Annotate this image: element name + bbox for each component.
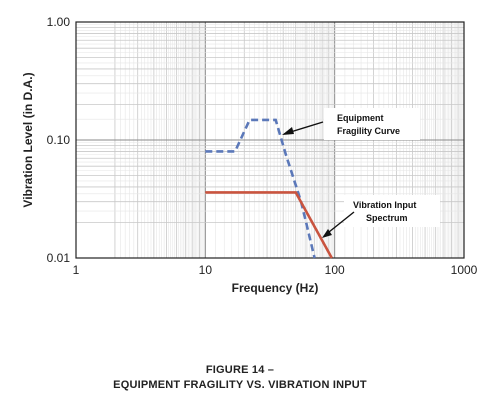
plot-area-border [75, 21, 465, 259]
annotation-spectrum-box [344, 195, 440, 227]
tick-labels: 1 10 100 1000 0.01 0.10 1.00 [47, 15, 478, 277]
figure-number: FIGURE 14 – [205, 364, 275, 376]
x-axis-label: Frequency (Hz) [232, 281, 319, 295]
annotation-fragility-line2: Fragility Curve [337, 126, 400, 136]
annotation-fragility: Equipment Fragility Curve [282, 108, 420, 140]
annotation-fragility-arrowhead [282, 127, 294, 135]
x-tick-label: 10 [199, 263, 213, 277]
annotation-fragility-line1: Equipment [337, 113, 384, 123]
x-tick-label: 1000 [451, 263, 478, 277]
figure-title: EQUIPMENT FRAGILITY VS. VIBRATION INPUT [113, 379, 367, 391]
vibration-spectrum-line [205, 191, 333, 259]
x-tick-label: 1 [73, 263, 80, 277]
annotation-spectrum-arrowhead [322, 229, 332, 238]
annotation-spectrum-line2: Spectrum [366, 213, 408, 223]
annotation-spectrum: Vibration Input Spectrum [322, 195, 440, 238]
y-tick-label: 0.01 [47, 251, 71, 265]
grid-lines [76, 22, 464, 258]
y-axis-label: Vibration Level (in D.A.) [21, 72, 35, 207]
series-layer [205, 118, 333, 259]
y-tick-label: 0.10 [47, 133, 71, 147]
annotation-fragility-box [324, 108, 420, 140]
x-tick-label: 100 [325, 263, 345, 277]
annotation-spectrum-line1: Vibration Input [353, 200, 416, 210]
fragility-chart: 1 10 100 1000 0.01 0.10 1.00 Frequency (Hz) Vi… [21, 15, 478, 295]
y-tick-label: 1.00 [47, 15, 71, 29]
